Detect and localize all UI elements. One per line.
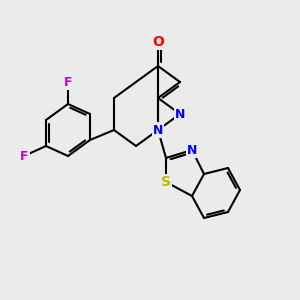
- Text: N: N: [175, 107, 185, 121]
- Text: F: F: [64, 76, 72, 88]
- Text: N: N: [187, 143, 197, 157]
- Text: F: F: [20, 149, 28, 163]
- Text: N: N: [153, 124, 163, 136]
- Text: S: S: [161, 175, 171, 189]
- Text: O: O: [152, 35, 164, 49]
